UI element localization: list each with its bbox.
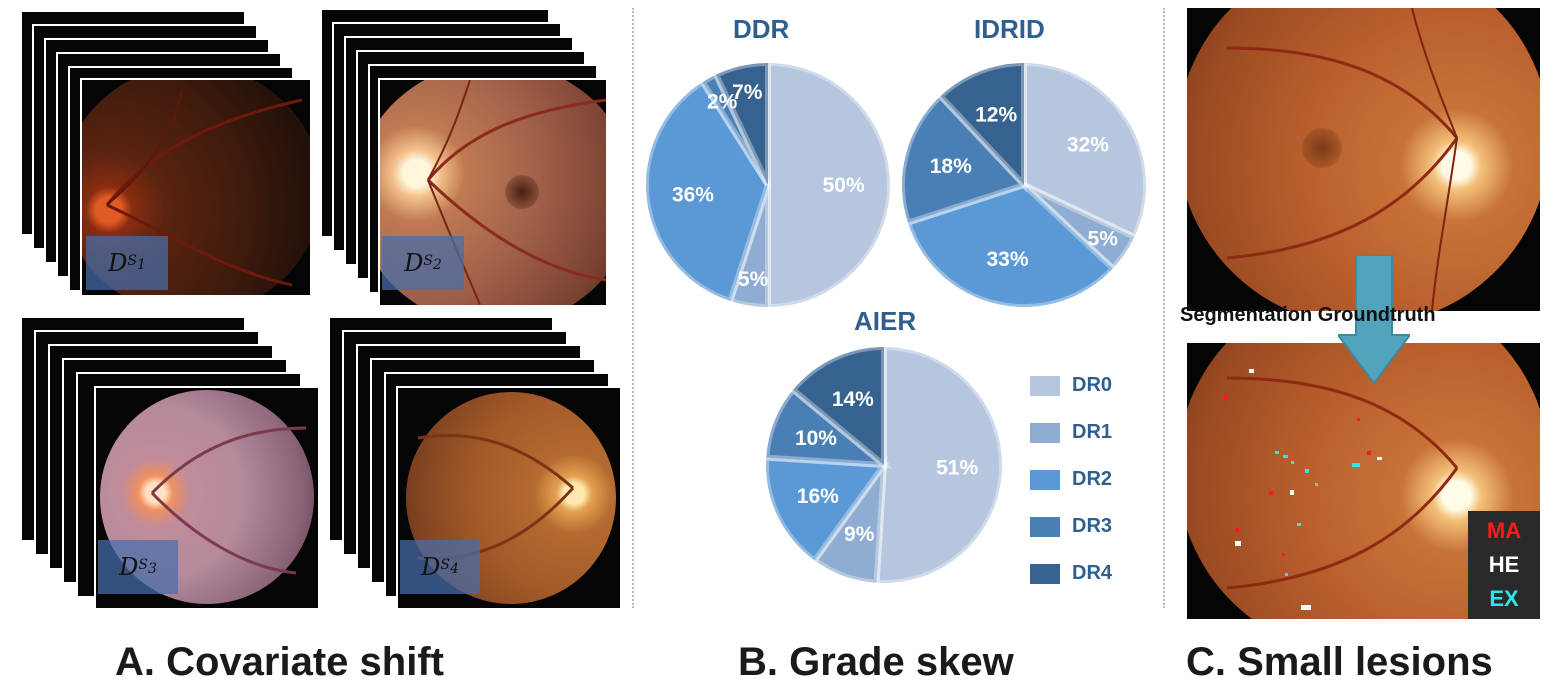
legend-swatch bbox=[1030, 563, 1060, 584]
fundus-image-front bbox=[398, 388, 620, 608]
legend-label: DR1 bbox=[1072, 421, 1113, 443]
pie-slice-ddr-dr2 bbox=[643, 77, 772, 305]
pie-slice-idrid-dr3 bbox=[899, 91, 1030, 227]
pie-label-aier-dr2: 16% bbox=[797, 485, 839, 508]
grade-pie-charts: 50% 5% 36% 2%7% 32% 5% 33% 18% 12% 51% 9%16% 10% 14% bbox=[643, 59, 1149, 586]
pie-title-aier: AIER bbox=[854, 306, 917, 336]
domain-label-1: D S1 bbox=[86, 236, 168, 290]
lesion-label-ma: MA bbox=[1486, 518, 1522, 543]
legend-label: DR2 bbox=[1072, 468, 1113, 490]
pie-label-idrid-dr3: 18% bbox=[930, 155, 972, 178]
caption-small-lesions: C. Small lesions bbox=[1186, 640, 1493, 684]
legend-item-dr4: DR4 bbox=[1030, 562, 1112, 585]
pie-title-idrid: IDRID bbox=[974, 14, 1045, 44]
caption-covariate-shift: A. Covariate shift bbox=[115, 640, 444, 684]
blood-vessels bbox=[150, 426, 307, 575]
pie-label-idrid-dr1: 5% bbox=[1088, 227, 1119, 250]
domain-label-4: D S4 bbox=[400, 540, 480, 594]
blood-vessels bbox=[1226, 8, 1459, 311]
pie-slice-ddr-dr1 bbox=[726, 184, 771, 311]
legend-item-dr0: DR0 bbox=[1030, 374, 1112, 397]
pie-slice-aier-dr3 bbox=[763, 385, 894, 469]
pie-label-ddr-dr2: 36% bbox=[672, 183, 714, 206]
pie-label-ddr-dr0: 50% bbox=[823, 174, 865, 197]
legend-swatch bbox=[1030, 469, 1060, 490]
macula bbox=[1302, 128, 1342, 168]
domain-label-2: D S2 bbox=[382, 236, 464, 290]
legend-label: DR0 bbox=[1072, 374, 1113, 396]
pie-label-idrid-dr4: 12% bbox=[975, 104, 1017, 127]
legend-item-dr2: DR2 bbox=[1030, 468, 1112, 491]
down-arrow-icon bbox=[1338, 255, 1410, 385]
caption-grade-skew: B. Grade skew bbox=[738, 640, 1014, 684]
fundus-image-front bbox=[96, 388, 318, 608]
legend-swatch bbox=[1030, 422, 1060, 443]
pie-slice-ddr-dr3 bbox=[698, 70, 771, 187]
pie-slice-aier-dr0 bbox=[873, 343, 1005, 586]
lesion-annotations bbox=[1224, 369, 1459, 610]
pie-label-ddr-dr3: 2% bbox=[707, 91, 738, 114]
pie-label-aier-dr3: 10% bbox=[795, 427, 837, 450]
segmentation-groundtruth-image: MA HE EX bbox=[1187, 343, 1540, 619]
pie-slice-aier-dr1 bbox=[810, 454, 888, 586]
pie-slice-ddr-dr4 bbox=[712, 59, 771, 187]
blood-vessels bbox=[105, 89, 303, 287]
pie-slice-idrid-dr1 bbox=[1021, 182, 1139, 273]
pie-slice-ddr-dr0 bbox=[765, 59, 893, 311]
pie-slice-idrid-dr0 bbox=[1021, 59, 1149, 241]
lesion-label-ex: EX bbox=[1489, 586, 1519, 611]
legend-label: DR3 bbox=[1072, 515, 1113, 537]
legend-swatch bbox=[1030, 375, 1060, 396]
legend-item-dr1: DR1 bbox=[1030, 421, 1112, 444]
lesion-label-he: HE bbox=[1488, 552, 1520, 577]
pie-label-aier-dr0: 51% bbox=[936, 456, 978, 479]
pie-slice-idrid-dr4 bbox=[936, 59, 1027, 193]
pie-label-idrid-dr2: 33% bbox=[986, 248, 1028, 271]
divider-left bbox=[632, 8, 634, 608]
pie-label-aier-dr4: 14% bbox=[832, 388, 874, 411]
pie-title-ddr: DDR bbox=[733, 14, 790, 44]
segmentation-label: Segmentation Groundtruth bbox=[1180, 304, 1436, 326]
divider-right bbox=[1163, 8, 1165, 608]
legend-swatch bbox=[1030, 516, 1060, 537]
pie-slice-aier-dr4 bbox=[788, 343, 887, 472]
lesion-legend: MA HE EX bbox=[1468, 511, 1540, 619]
legend-item-dr3: DR3 bbox=[1030, 515, 1112, 538]
macula bbox=[505, 175, 539, 209]
pie-slice-idrid-dr2 bbox=[904, 181, 1118, 310]
domain-label-3: D S3 bbox=[98, 540, 178, 594]
pie-label-idrid-dr0: 32% bbox=[1067, 133, 1109, 156]
legend-label: DR4 bbox=[1072, 562, 1113, 584]
pie-label-aier-dr1: 9% bbox=[844, 523, 875, 546]
pie-label-ddr-dr1: 5% bbox=[738, 268, 769, 291]
pie-label-ddr-dr4: 7% bbox=[732, 81, 763, 104]
pie-slice-aier-dr2 bbox=[763, 454, 890, 565]
